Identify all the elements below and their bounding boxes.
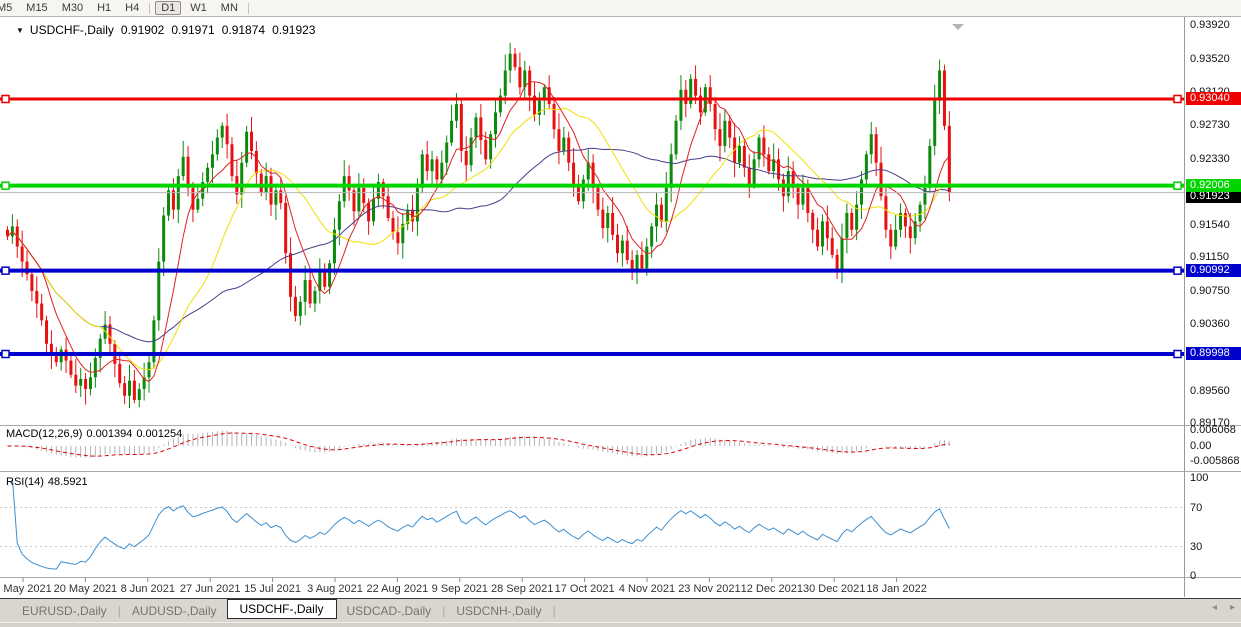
- rsi-label: RSI(14) 48.5921: [6, 476, 92, 488]
- chart-tab-usdcad[interactable]: USDCAD-,Daily: [346, 603, 432, 618]
- date-axis-label: 12 Dec 2021: [740, 583, 803, 595]
- macd-axis-tick: 0.00: [1190, 440, 1212, 452]
- ohlc-open: 0.91902: [120, 23, 165, 37]
- date-axis-label: 18 Jan 2022: [866, 583, 927, 595]
- macd-main-value: 0.001394: [86, 428, 133, 440]
- timeframe-w1-button[interactable]: W1: [190, 2, 207, 14]
- date-axis-label: 9 Sep 2021: [431, 583, 488, 595]
- date-axis-label: 23 Nov 2021: [678, 583, 741, 595]
- rsi-name: RSI(14): [6, 476, 44, 488]
- rsi-axis-tick: 0: [1190, 569, 1197, 582]
- moving-average-lines: [7, 81, 950, 383]
- price-axis-tick: 0.91150: [1190, 251, 1229, 264]
- chart-tab-usdcnh[interactable]: USDCNH-,Daily: [456, 603, 542, 618]
- toolbar-separator: [247, 2, 249, 14]
- symbol-name: USDCHF-,Daily: [29, 23, 114, 37]
- date-axis-label: 22 Aug 2021: [366, 583, 429, 595]
- date-axis-label: 8 Jun 2021: [120, 583, 176, 595]
- timeframe-m15-button[interactable]: M15: [26, 2, 48, 14]
- chart-tab-usdchf[interactable]: USDCHF-,Daily: [226, 599, 337, 619]
- ohlc-low: 0.91874: [221, 23, 266, 37]
- price-axis-tick: 0.91540: [1190, 218, 1230, 231]
- horizontal-level-lines[interactable]: [0, 94, 1184, 359]
- timeframe-m30-button[interactable]: M30: [61, 2, 84, 14]
- tab-separator: |: [552, 603, 556, 618]
- date-axis-label: 27 Jun 2021: [179, 583, 241, 595]
- rsi-value: 48.5921: [47, 476, 88, 488]
- tab-separator: |: [117, 603, 121, 618]
- price-level-label: 0.89998: [1186, 347, 1241, 360]
- date-axis-label: 17 Oct 2021: [554, 583, 615, 595]
- current-price-label: 0.91923: [1186, 189, 1241, 203]
- macd-signal-value: 0.001254: [136, 428, 183, 440]
- price-axis-tick: 0.90750: [1190, 284, 1230, 297]
- rsi-axis-tick: 100: [1190, 472, 1209, 485]
- rsi-axis-tick: 70: [1190, 501, 1203, 514]
- timeframe-mn-button[interactable]: MN: [220, 2, 238, 14]
- timeframe-h1-button[interactable]: H1: [97, 2, 112, 14]
- timeframe-d1-button[interactable]: D1: [155, 1, 182, 15]
- macd-axis-tick: -0.005868: [1190, 455, 1240, 467]
- price-level-label: 0.92006: [1186, 178, 1241, 192]
- ohlc-high: 0.91971: [171, 23, 215, 37]
- macd-label: MACD(12,26,9) 0.001394 0.001254: [6, 428, 186, 440]
- scroll-to-end-marker[interactable]: [952, 24, 964, 30]
- symbol-dropdown-caret[interactable]: ▼: [16, 26, 24, 35]
- date-axis-label: 20 May 2021: [53, 583, 118, 595]
- timeframe-h4-button[interactable]: H4: [125, 2, 140, 14]
- date-axis-label: 2 May 2021: [0, 583, 52, 595]
- timeframe-toolbar: M5 M15 M30 H1 H4 D1 W1 MN: [0, 0, 1241, 17]
- timeframe-m5-button[interactable]: M5: [0, 2, 13, 14]
- date-axis-label: 15 Jul 2021: [244, 583, 302, 595]
- price-axis-tick: 0.93520: [1190, 52, 1230, 65]
- price-axis-tick: 0.93920: [1190, 19, 1230, 32]
- tabs-scroll-right-button[interactable]: ▸: [1230, 602, 1236, 613]
- date-axis-ticks: [22, 578, 898, 582]
- chart-ohlc-header: ▼ USDCHF-,Daily 0.91902 0.91971 0.91874 0.919…: [16, 23, 315, 37]
- date-axis-label: 28 Sep 2021: [490, 583, 554, 595]
- tab-separator: |: [442, 603, 446, 618]
- chart-tab-audusd[interactable]: AUDUSD-,Daily: [131, 603, 217, 618]
- pane-separators: [0, 17, 1241, 597]
- macd-indicator[interactable]: [7, 430, 950, 458]
- tabs-scroll-left-button[interactable]: ◂: [1212, 602, 1218, 613]
- date-axis-label: 4 Nov 2021: [618, 583, 676, 595]
- rsi-indicator[interactable]: [0, 478, 1184, 570]
- price-axis-tick: 0.92730: [1190, 118, 1230, 131]
- date-axis-label: 30 Dec 2021: [802, 583, 866, 595]
- date-axis-label: 3 Aug 2021: [307, 583, 363, 595]
- chart-tabs-bar: EURUSD-,Daily | AUDUSD-,Daily USDCHF-,Daily…: [0, 598, 1241, 622]
- price-axis-tick: 0.89560: [1190, 384, 1230, 397]
- price-axis-tick: 0.92330: [1190, 152, 1230, 165]
- ohlc-close: 0.91923: [272, 23, 316, 37]
- toolbar-separator: [149, 2, 151, 14]
- macd-name: MACD(12,26,9): [6, 428, 83, 440]
- price-level-label: 0.93040: [1186, 91, 1241, 105]
- price-level-label: 0.90992: [1186, 263, 1241, 277]
- price-axis-tick: 0.90360: [1190, 317, 1230, 330]
- chart-tab-eurusd[interactable]: EURUSD-,Daily: [22, 603, 107, 618]
- price-axis-tick: 0.89170: [1190, 417, 1230, 430]
- candlesticks[interactable]: [6, 42, 951, 409]
- window-bottom-edge: [0, 622, 1241, 627]
- macd-axis-tick: 0.006068: [1190, 424, 1236, 436]
- rsi-axis-tick: 30: [1190, 540, 1203, 553]
